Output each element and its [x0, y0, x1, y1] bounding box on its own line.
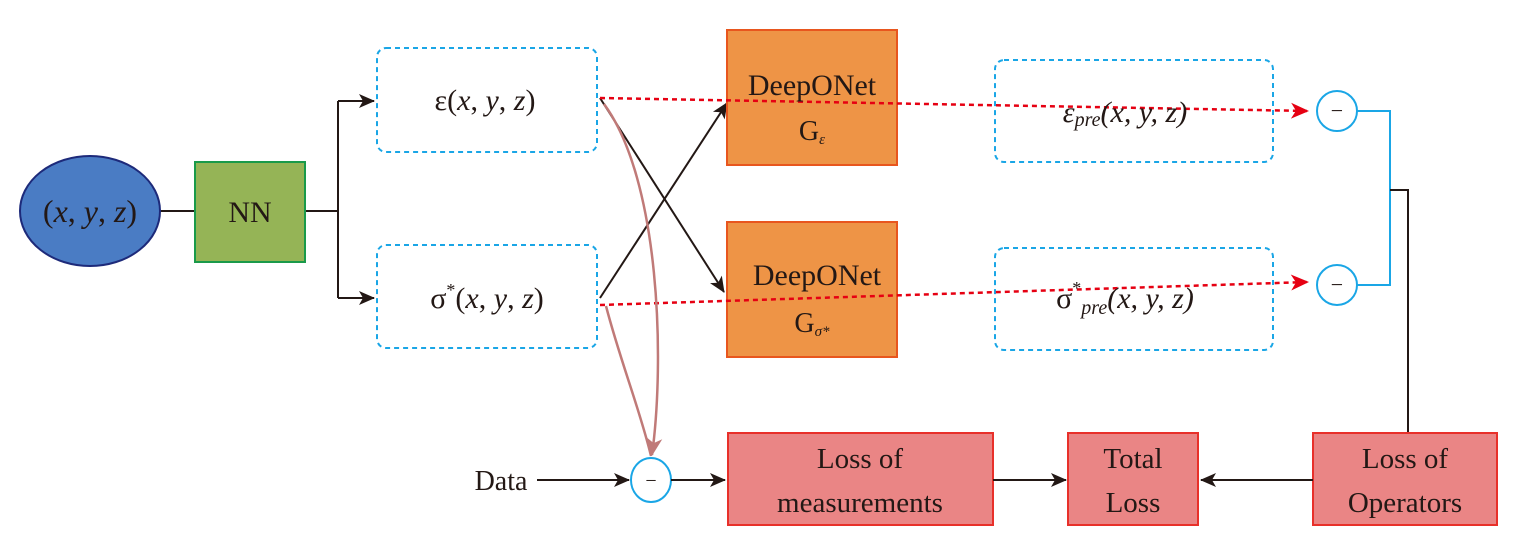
loss-measurements-line2: measurements — [777, 487, 943, 519]
minus-sign-sigma: − — [1331, 272, 1343, 297]
total-loss-box — [1067, 432, 1199, 526]
deeponet-epsilon-box — [726, 29, 898, 166]
loss-operators-line1: Loss of — [1362, 443, 1449, 475]
sigma-pred-box — [994, 247, 1274, 351]
input-ellipse — [19, 155, 161, 267]
loss-measurements-line1: Loss of — [817, 443, 904, 475]
minus-sign-epsilon: − — [1331, 98, 1343, 123]
nn-label: NN — [228, 196, 271, 229]
edge-to-loss-operators — [1390, 189, 1409, 433]
epsilon-pred-box — [994, 59, 1274, 163]
loss-operators-box — [1312, 432, 1498, 526]
epsilon-box — [376, 47, 598, 153]
epsilon-label: ε(x, y, z) — [435, 84, 536, 117]
edge-compare-merge — [1357, 110, 1391, 286]
nn-box — [194, 161, 306, 263]
deeponet-sigma-op: Gσ* — [794, 308, 830, 340]
arrow-sigma-to-compare — [599, 274, 1309, 307]
arrow-epsilon-to-compare — [599, 96, 1309, 119]
sigma-label: σ*(x, y, z) — [430, 280, 544, 315]
epsilon-pred-label: εpre(x, y, z) — [1063, 96, 1187, 131]
deeponet-sigma-box — [726, 221, 898, 358]
data-label: Data — [475, 466, 528, 497]
input-label: (x, y, z) — [43, 193, 137, 229]
arrow-sigma-to-deeponet-epsilon — [599, 102, 728, 299]
sigma-pred-label: σ*pre(x, y, z) — [1056, 278, 1194, 319]
deeponet-sigma-title: DeepONet — [753, 259, 882, 292]
arrow-sigma-to-data-compare — [604, 305, 653, 457]
sigma-box — [376, 244, 598, 349]
deeponet-epsilon-title: DeepONet — [748, 69, 877, 102]
total-loss-line2: Loss — [1106, 487, 1161, 519]
arrow-epsilon-to-data-compare — [602, 103, 663, 456]
loss-operators-line2: Operators — [1348, 487, 1462, 519]
deeponet-epsilon-op: Gε — [799, 116, 825, 148]
minus-sign-data: − — [645, 470, 656, 492]
edge-nn-split — [305, 101, 339, 298]
total-loss-line1: Total — [1103, 443, 1162, 475]
